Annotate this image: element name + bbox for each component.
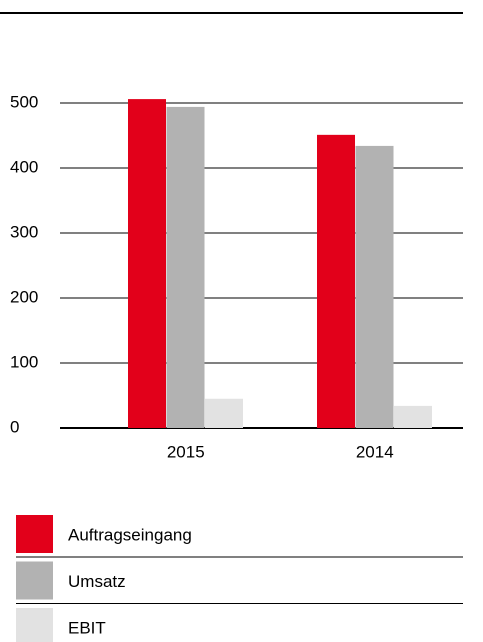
legend-swatch [16, 561, 53, 600]
legend-swatch [16, 608, 53, 642]
bar [205, 398, 243, 428]
legend-label: Umsatz [68, 572, 126, 591]
bar [128, 99, 166, 428]
x-tick-label: 2015 [167, 442, 205, 461]
bar [355, 145, 394, 428]
legend-label: EBIT [68, 618, 106, 637]
y-tick-label: 500 [10, 92, 38, 111]
y-tick-label: 200 [10, 287, 38, 306]
legend-swatch [16, 515, 53, 553]
y-tick-label: 0 [10, 417, 19, 436]
y-tick-label: 100 [10, 352, 38, 371]
bar [166, 106, 205, 429]
x-tick-label: 2014 [356, 442, 394, 461]
bar [394, 405, 432, 428]
y-tick-label: 400 [10, 157, 38, 176]
bar [317, 134, 355, 428]
legend-label: Auftragseingang [68, 525, 192, 544]
y-tick-label: 300 [10, 222, 38, 241]
